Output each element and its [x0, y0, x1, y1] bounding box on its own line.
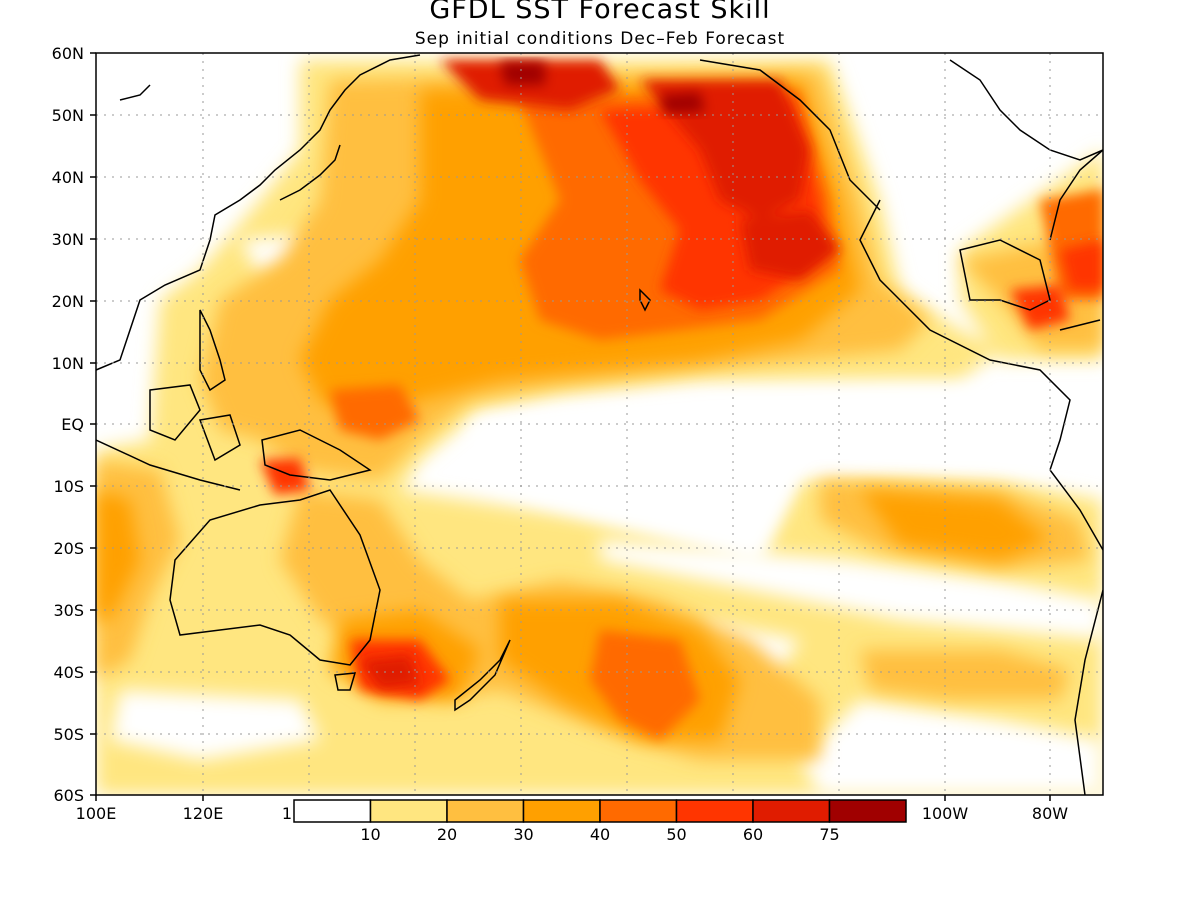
colorbar-box	[446, 799, 525, 823]
lat-label: 30S	[53, 601, 84, 620]
lat-label: 20S	[53, 539, 84, 558]
longitude-labels: 100E 120E 1 100W 80W	[76, 804, 1069, 823]
colorbar-label: 75	[819, 825, 839, 844]
lon-label: 80W	[1032, 804, 1068, 823]
colorbar-box	[828, 799, 907, 823]
level-60-area	[360, 60, 840, 690]
lat-label: 50N	[52, 106, 84, 125]
colorbar-label: 20	[437, 825, 457, 844]
lat-label: 50S	[53, 725, 84, 744]
colorbar-label: 10	[360, 825, 380, 844]
lat-label: 20N	[52, 292, 84, 311]
colorbar: 10 20 30 40 50 60 75	[293, 799, 907, 844]
colorbar-boxes	[293, 799, 907, 823]
lat-label: 60S	[53, 786, 84, 805]
colorbar-box	[752, 799, 831, 823]
latitude-labels: 60N 50N 40N 30N 20N 10N EQ 10S 20S 30S 4…	[52, 44, 84, 805]
lon-label: 100E	[76, 804, 117, 823]
axis-ticks	[90, 52, 1051, 801]
coastlines	[96, 54, 1103, 795]
colorbar-label: 30	[513, 825, 533, 844]
colorbar-label: 50	[666, 825, 686, 844]
lon-label: 100W	[922, 804, 969, 823]
colorbar-box	[599, 799, 678, 823]
colorbar-box	[522, 799, 601, 823]
lat-label: 40S	[53, 663, 84, 682]
colorbar-box	[675, 799, 754, 823]
lat-label: EQ	[61, 415, 84, 434]
lat-label: 10S	[53, 477, 84, 496]
colorbar-labels: 10 20 30 40 50 60 75	[360, 825, 839, 844]
lat-label: 60N	[52, 44, 84, 63]
colorbar-label: 40	[590, 825, 610, 844]
map-title: GFDL SST Forecast Skill	[429, 0, 771, 25]
lat-label: 30N	[52, 230, 84, 249]
lon-label-partial: 1	[282, 804, 292, 823]
lon-label: 120E	[183, 804, 224, 823]
colorbar-label: 60	[743, 825, 763, 844]
skill-field	[96, 53, 1103, 795]
colorbar-box	[369, 799, 448, 823]
colorbar-box	[293, 799, 372, 823]
lat-label: 40N	[52, 168, 84, 187]
level-75-area	[500, 62, 705, 114]
map-subtitle: Sep initial conditions Dec–Feb Forecast	[414, 29, 786, 49]
lat-label: 10N	[52, 354, 84, 373]
